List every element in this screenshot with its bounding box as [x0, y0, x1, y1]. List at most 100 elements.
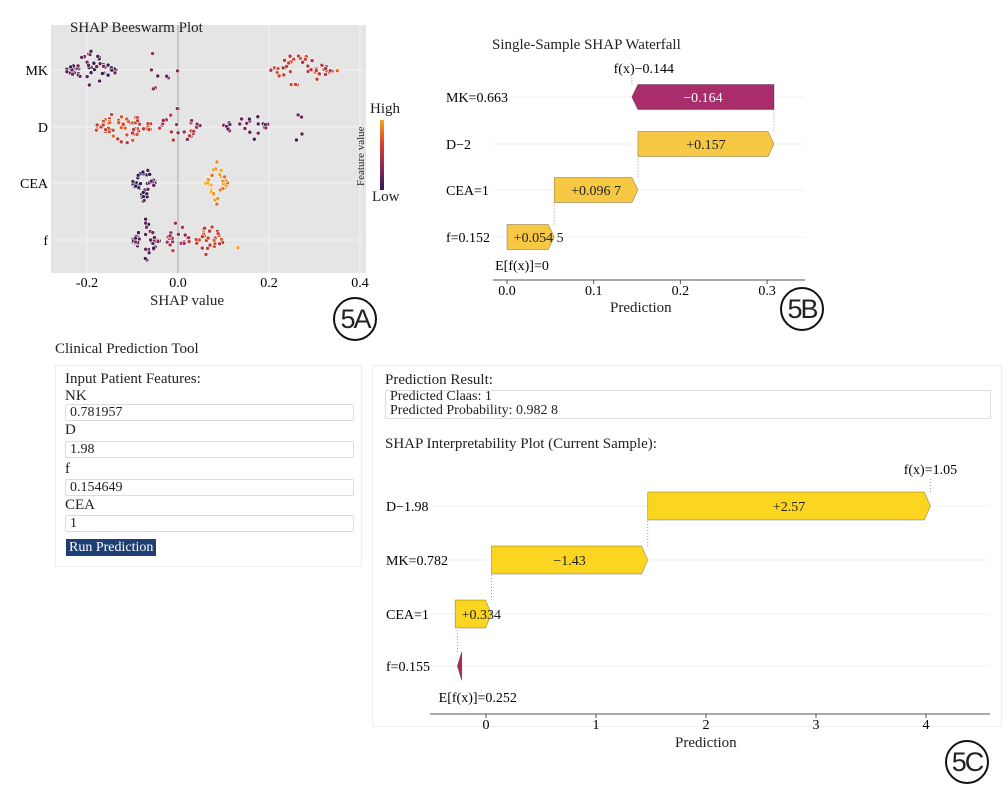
bar-value-label: +0.157 — [686, 138, 725, 153]
beeswarm-point — [145, 121, 151, 127]
beeswarm-point — [115, 136, 121, 142]
beeswarm-point — [109, 112, 114, 117]
beeswarm-point — [242, 126, 248, 131]
beeswarm-point — [197, 237, 202, 243]
beeswarm-point — [170, 248, 176, 253]
field-label-nk: NK — [65, 388, 87, 404]
beeswarm-point — [149, 67, 154, 73]
beeswarm-point — [255, 114, 261, 120]
beeswarm-point — [133, 183, 138, 189]
beeswarm-point — [137, 121, 142, 127]
beeswarm-point — [214, 159, 220, 165]
beeswarm-point — [136, 230, 141, 235]
field-label-f: f — [65, 461, 70, 477]
feature-label: MK=0.782 — [386, 554, 448, 569]
f-input[interactable]: 0.154649 — [65, 479, 354, 496]
beeswarm-point — [131, 127, 136, 132]
waterfall-bar — [631, 84, 775, 110]
beeswarm-point — [187, 133, 192, 139]
bar-value-label: −0.164 — [683, 91, 722, 106]
beeswarm-point — [107, 120, 113, 126]
beeswarm-point — [150, 51, 155, 56]
beeswarm-point — [79, 55, 85, 60]
beeswarm-point — [151, 245, 156, 251]
colorbar-high-label: High — [370, 101, 400, 117]
beeswarm-point — [64, 69, 70, 74]
beeswarm-point — [217, 172, 222, 177]
beeswarm-point — [205, 235, 211, 241]
beeswarm-point — [276, 73, 282, 79]
beeswarm-point — [308, 67, 314, 73]
beeswarm-point — [130, 138, 136, 143]
waterfall-xlabel: Prediction — [610, 300, 672, 316]
beeswarm-point — [309, 58, 315, 63]
feature-label: D−2 — [446, 138, 471, 153]
beeswarm-point — [175, 130, 181, 136]
x-tick-label: 1 — [593, 718, 600, 733]
beeswarm-point — [335, 68, 340, 74]
beeswarm-point — [181, 129, 187, 135]
beeswarm-point — [189, 118, 194, 123]
d-input[interactable]: 1.98 — [65, 441, 354, 458]
beeswarm-point — [77, 74, 83, 79]
beeswarm-point — [191, 128, 197, 134]
predicted-class: Predicted Claas: 1 — [390, 389, 492, 404]
beeswarm-point — [181, 241, 187, 246]
beeswarm-point — [134, 132, 140, 137]
beeswarm-point — [173, 220, 178, 226]
nk-input[interactable]: 0.781957 — [65, 404, 354, 421]
beeswarm-point — [88, 48, 94, 54]
beeswarm-point — [199, 245, 205, 251]
x-tick-label: 3 — [813, 718, 820, 733]
run-prediction-button[interactable]: Run Prediction — [66, 539, 157, 556]
beeswarm-point — [168, 112, 174, 118]
waterfall-bar — [506, 224, 555, 250]
beeswarm-point — [247, 129, 253, 135]
y-tick-label: f — [43, 234, 48, 249]
beeswarm-point — [314, 68, 319, 73]
beeswarm-point — [151, 183, 157, 188]
feature-label: CEA=1 — [446, 184, 489, 199]
beeswarm-point — [169, 129, 174, 135]
beeswarm-point — [84, 74, 90, 79]
input-panel — [55, 365, 362, 567]
beeswarm-point — [88, 70, 94, 75]
cea-input[interactable]: 1 — [65, 515, 354, 532]
beeswarm-point — [211, 191, 216, 196]
beeswarm-point — [94, 122, 100, 128]
beeswarm-point — [174, 122, 179, 127]
beeswarm-point — [135, 172, 141, 178]
waterfall-bar — [454, 599, 492, 629]
colorbar — [380, 120, 384, 190]
x-tick-label: 0.0 — [498, 284, 516, 299]
beeswarm-point — [120, 122, 126, 127]
bar-value-label: +0.096 7 — [571, 184, 621, 199]
bar-value-label: +0.054 5 — [514, 231, 564, 246]
beeswarm-point — [151, 86, 156, 92]
beeswarm-point — [124, 140, 130, 145]
beeswarm-point — [143, 246, 148, 252]
predicted-probability: Predicted Probability: 0.982 8 — [390, 403, 558, 418]
beeswarm-point — [305, 63, 311, 69]
x-tick-label: 0.2 — [672, 284, 690, 299]
single-sample-waterfall-chart: 0.0 0.1 0.2 0.3 −0.164 MK=0.663 +0.157 D−2 +0.09… — [446, 62, 805, 299]
beeswarm-point — [291, 56, 297, 62]
beeswarm-point — [147, 172, 153, 177]
x-tick-label: -0.2 — [76, 276, 98, 291]
beeswarm-point — [314, 76, 320, 82]
beeswarm-point — [281, 72, 287, 78]
colorbar-low-label: Low — [372, 189, 400, 205]
beeswarm-point — [302, 56, 308, 62]
beeswarm-point — [286, 60, 291, 66]
bar-value-label: −1.43 — [553, 554, 585, 569]
beeswarm-point — [268, 67, 274, 73]
beeswarm-point — [299, 114, 304, 120]
feature-label: D−1.98 — [386, 500, 429, 515]
waterfall-bar — [647, 491, 931, 521]
beeswarm-point — [219, 236, 224, 242]
beeswarm-point — [235, 245, 241, 251]
beeswarm-point — [220, 186, 226, 191]
feature-label: MK=0.663 — [446, 91, 508, 106]
result-box — [385, 390, 991, 419]
